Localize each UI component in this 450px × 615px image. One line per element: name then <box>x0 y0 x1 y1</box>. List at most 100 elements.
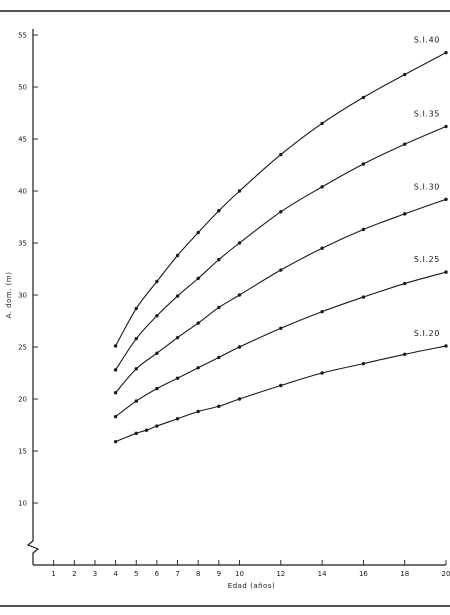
data-point <box>403 281 407 286</box>
data-point <box>320 185 324 189</box>
y-tick-label: 35 <box>18 240 27 248</box>
data-point <box>175 417 180 421</box>
data-point <box>196 230 200 235</box>
data-point <box>361 361 366 366</box>
y-tick-label: 40 <box>18 188 27 196</box>
data-point <box>155 314 159 318</box>
data-point <box>196 321 200 325</box>
series-line-s-i-30 <box>115 198 447 394</box>
series-label: S.I.30 <box>414 182 440 191</box>
y-axis-title: A. dom. (m) <box>5 272 13 319</box>
data-point <box>237 397 242 401</box>
data-point <box>279 152 283 157</box>
series-s-i-40: S.I.40 <box>113 36 448 348</box>
data-point <box>403 212 407 216</box>
data-point <box>134 336 138 341</box>
data-point <box>217 404 221 408</box>
data-point <box>134 367 138 371</box>
y-tick-label: 25 <box>18 344 27 352</box>
data-point <box>113 344 118 348</box>
data-point <box>444 270 448 274</box>
data-point <box>237 189 242 193</box>
data-point <box>217 305 221 310</box>
x-tick-label: 14 <box>318 570 327 578</box>
series-line-s-i-25 <box>115 271 447 418</box>
data-point <box>361 227 366 232</box>
data-point <box>113 439 118 444</box>
data-point <box>134 431 138 436</box>
x-tick-label: 4 <box>113 570 118 578</box>
data-point <box>320 371 324 375</box>
data-point <box>279 268 283 272</box>
series-s-i-25: S.I.25 <box>113 255 448 419</box>
data-point <box>196 366 200 370</box>
data-point <box>237 345 242 349</box>
data-point <box>134 306 138 311</box>
data-point <box>113 414 118 419</box>
data-point <box>444 197 448 202</box>
y-tick-label: 15 <box>18 448 27 456</box>
series-s-i-35: S.I.35 <box>113 110 448 372</box>
x-tick-label: 6 <box>155 570 160 578</box>
data-point <box>155 424 159 428</box>
data-point <box>361 162 366 166</box>
x-tick-label: 9 <box>217 570 221 578</box>
data-point <box>237 293 242 297</box>
data-point <box>403 352 407 356</box>
data-point <box>134 399 138 403</box>
series-line-s-i-35 <box>115 126 447 371</box>
series-line-s-i-40 <box>115 52 447 347</box>
data-point <box>196 276 200 281</box>
data-point <box>217 209 221 213</box>
data-point <box>237 241 242 245</box>
series-group: S.I.40 S.I.35 S.I.30 S.I.25 S.I.20 <box>113 36 448 444</box>
y-axis-line <box>26 29 40 565</box>
series-label: S.I.35 <box>414 110 440 119</box>
y-tick-label: 50 <box>18 84 27 92</box>
data-point <box>113 391 118 395</box>
data-point <box>196 409 200 414</box>
data-point <box>320 246 324 250</box>
x-tick-label: 2 <box>72 570 76 578</box>
data-point <box>113 368 118 372</box>
data-point <box>279 326 283 330</box>
data-point <box>144 428 149 432</box>
y-tick-label: 30 <box>18 292 27 300</box>
data-point <box>320 309 324 314</box>
series-label: S.I.40 <box>414 36 440 45</box>
data-point <box>444 124 448 129</box>
data-point <box>155 386 159 391</box>
data-point <box>279 383 283 388</box>
x-tick-label: 8 <box>196 570 200 578</box>
x-axis-title: Edad (años) <box>228 582 275 590</box>
x-tick-label: 12 <box>276 570 285 578</box>
data-point <box>217 355 221 360</box>
data-point <box>155 351 159 355</box>
x-tick-label: 5 <box>134 570 138 578</box>
y-tick-label: 55 <box>18 32 27 40</box>
y-tick-label: 10 <box>18 500 27 508</box>
data-point <box>279 210 283 214</box>
series-s-i-30: S.I.30 <box>113 182 448 395</box>
data-point <box>175 294 180 298</box>
y-tick-label: 20 <box>18 396 27 404</box>
y-tick-label: 45 <box>18 136 27 144</box>
x-tick-label: 16 <box>359 570 368 578</box>
data-point <box>175 335 180 340</box>
data-point <box>444 50 448 55</box>
x-tick-label: 10 <box>235 570 244 578</box>
data-point <box>444 344 448 348</box>
data-point <box>217 257 221 262</box>
data-point <box>175 253 180 258</box>
data-point <box>361 295 366 299</box>
data-point <box>320 121 324 126</box>
x-tick-label: 7 <box>175 570 179 578</box>
series-label: S.I.20 <box>414 329 440 338</box>
x-tick-label: 20 <box>442 570 450 578</box>
series-label: S.I.25 <box>414 255 440 264</box>
x-tick-label: 18 <box>400 570 409 578</box>
series-s-i-20: S.I.20 <box>113 329 448 444</box>
